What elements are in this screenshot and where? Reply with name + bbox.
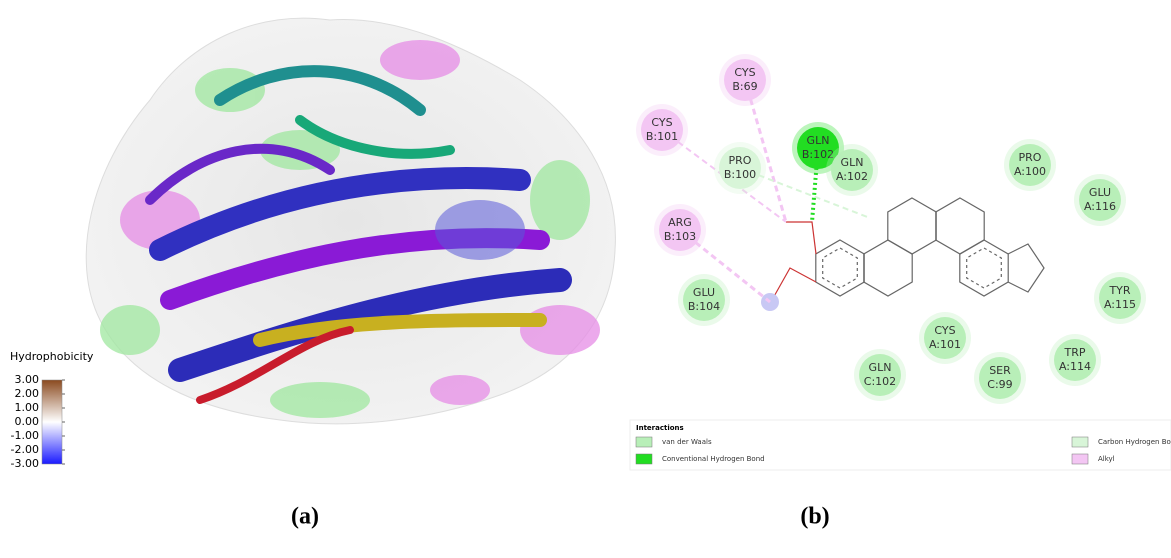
residue-name: GLU [1089, 186, 1111, 199]
residue-name: GLN [841, 156, 864, 169]
ring [864, 240, 912, 296]
legend-label: Alkyl [1098, 455, 1115, 463]
residue-name: PRO [1019, 151, 1042, 164]
residue-name: TRP [1064, 346, 1086, 359]
residue-chain: A:114 [1059, 360, 1091, 373]
colorbar-tick-label: -2.00 [11, 443, 39, 456]
legend-label: Carbon Hydrogen Bond [1098, 438, 1171, 446]
colorbar-tick-label: 1.00 [15, 401, 40, 414]
legend-swatch [1072, 454, 1088, 464]
ring [888, 198, 936, 254]
colorbar-title: Hydrophobicity [10, 350, 94, 363]
residue-name: GLN [869, 361, 892, 374]
dioxole [1008, 244, 1044, 292]
colorbar-tick-label: -1.00 [11, 429, 39, 442]
residue-name: CYS [934, 324, 955, 337]
residue-name: TYR [1108, 284, 1130, 297]
residue-chain: B:104 [688, 300, 720, 313]
figure: Hydrophobicity (a) (b) 3.002.001.000.00-… [0, 0, 1171, 554]
residue-name: PRO [729, 154, 752, 167]
legend-swatch [1072, 437, 1088, 447]
legend-swatch [636, 437, 652, 447]
residue-name: GLN [807, 134, 830, 147]
residue-name: SER [989, 364, 1011, 377]
ring [936, 198, 984, 254]
methoxy [786, 222, 816, 254]
legend-label: Conventional Hydrogen Bond [662, 455, 765, 463]
colorbar-tick-label: 0.00 [15, 415, 40, 428]
colorbar-tick-label: 2.00 [15, 387, 40, 400]
residue-name: ARG [668, 216, 692, 229]
residue-chain: A:102 [836, 170, 868, 183]
residue-chain: A:100 [1014, 165, 1046, 178]
legend-title: Interactions [636, 424, 684, 432]
methoxy [772, 268, 816, 300]
residue-chain: A:116 [1084, 200, 1116, 213]
caption: (a) [291, 504, 319, 530]
aromatic [823, 248, 858, 288]
residue-chain: C:102 [864, 375, 896, 388]
aromatic [967, 248, 1002, 288]
residue-name: CYS [651, 116, 672, 129]
residue-chain: C:99 [987, 378, 1012, 391]
residue-chain: B:101 [646, 130, 678, 143]
legend-swatch [636, 454, 652, 464]
ligand [761, 198, 1044, 311]
residue-chain: B:69 [732, 80, 757, 93]
protein-render [86, 18, 615, 424]
residue-name: GLU [693, 286, 715, 299]
caption: (b) [800, 504, 829, 530]
residue-name: CYS [734, 66, 755, 79]
residue-chain: B:100 [724, 168, 756, 181]
residue-chain: A:101 [929, 338, 961, 351]
legend-label: van der Waals [662, 438, 712, 446]
residue-chain: A:115 [1104, 298, 1136, 311]
residue-chain: B:103 [664, 230, 696, 243]
colorbar-tick-label: 3.00 [15, 373, 40, 386]
colorbar [42, 380, 62, 464]
colorbar-tick-label: -3.00 [11, 457, 39, 470]
